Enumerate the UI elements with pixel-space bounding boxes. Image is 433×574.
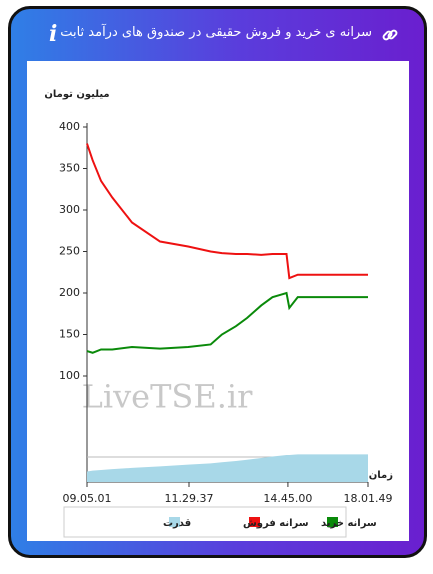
legend-box	[63, 506, 347, 538]
y-tick-label: 300	[59, 203, 80, 216]
x-tick-label: 18.01.49	[344, 492, 393, 505]
legend-label: سرانه خرید	[321, 518, 377, 529]
legend-label: قدرت	[163, 518, 191, 529]
legend-swatch	[327, 517, 338, 527]
area	[87, 454, 368, 482]
card: i سرانه ی خرید و فروش حقیقی در صندوق های…	[8, 6, 427, 558]
chart-panel: میلیون تومان زمان LiveTSE.ir 100 150 200 25…	[27, 61, 409, 541]
legend-swatch	[249, 517, 260, 527]
x-tick-label: 09.05.01	[63, 492, 112, 505]
y-axis-label: میلیون تومان	[44, 89, 109, 100]
x-tick-label: 14.45.00	[263, 492, 312, 505]
legend-swatch	[169, 517, 180, 527]
title: سرانه ی خرید و فروش حقیقی در صندوق های د…	[60, 25, 372, 40]
y-tick-label: 150	[59, 328, 80, 341]
line	[86, 143, 368, 280]
y-tick-label: 100	[59, 369, 80, 382]
x-axis-label: زمان	[369, 470, 393, 481]
y-tick-label: 200	[59, 286, 80, 299]
y-tick-label: 250	[59, 245, 80, 258]
chart: میلیون تومان زمان LiveTSE.ir 100 150 200 25…	[44, 89, 393, 538]
legend-label: سرانه فروش	[243, 518, 309, 529]
watermark: LiveTSE.ir	[82, 378, 254, 416]
info-icon[interactable]: i	[49, 21, 58, 47]
line	[86, 291, 368, 354]
y-tick-label: 400	[59, 120, 80, 133]
header: i سرانه ی خرید و فروش حقیقی در صندوق های…	[11, 9, 424, 59]
y-tick-label: 350	[59, 162, 80, 175]
x-tick-label: 11.29.37	[165, 492, 214, 505]
link-icon[interactable]	[382, 27, 398, 43]
